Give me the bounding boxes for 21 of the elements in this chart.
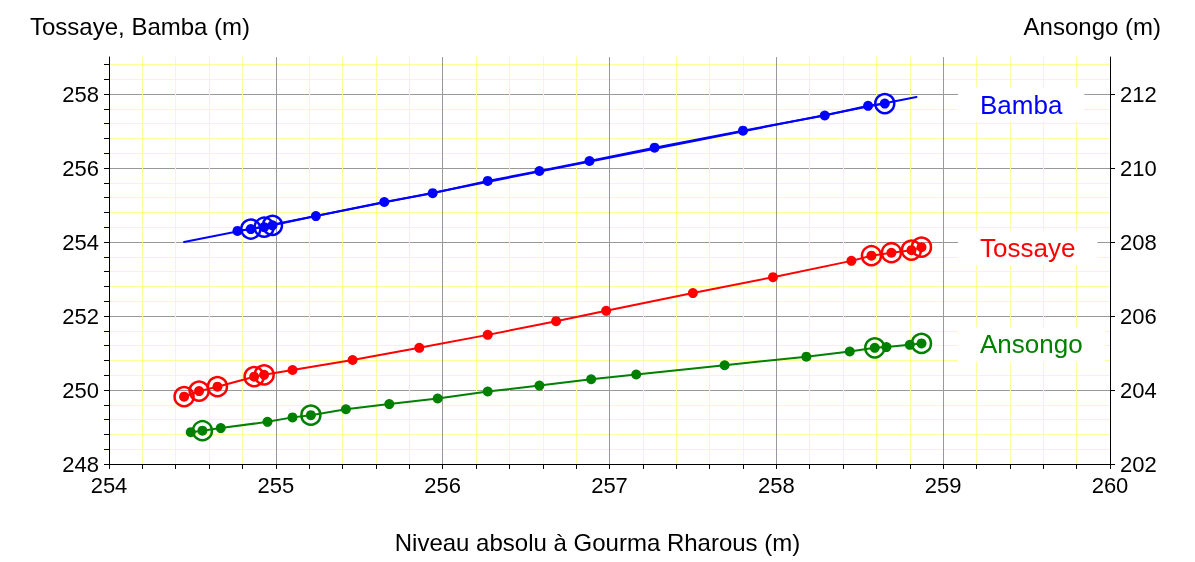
x-tick-label: 255	[257, 472, 295, 498]
y2-tick-label: 212	[1120, 81, 1157, 107]
text: Bamba	[980, 89, 1063, 120]
x-tick-label: 258	[757, 472, 795, 498]
y-tick-label: 256	[62, 155, 99, 181]
y2-tick-label: 204	[1120, 377, 1157, 403]
y-tick-label: 252	[62, 303, 99, 329]
x-axis-title: Niveau absolu à Gourma Rharous (m)	[394, 528, 801, 556]
y-tick-label: 258	[62, 81, 99, 107]
y-tick-label: 250	[62, 377, 99, 403]
y2-tick-label: 210	[1120, 155, 1157, 181]
series-label: Tossaye	[980, 233, 1076, 264]
y2-tick-label: 208	[1120, 229, 1157, 255]
y-axis-title: Tossaye, Bamba (m)	[30, 12, 251, 40]
y-tick-label: 254	[62, 229, 99, 255]
x-tick-label: 256	[424, 472, 462, 498]
y2-tick-label: 206	[1120, 303, 1157, 329]
x-tick-label: 259	[924, 472, 962, 498]
series-label: Ansongo	[980, 329, 1083, 360]
x-tick-label: 257	[591, 472, 628, 498]
y2-axis-title: Ansongo (m)	[1023, 12, 1161, 40]
